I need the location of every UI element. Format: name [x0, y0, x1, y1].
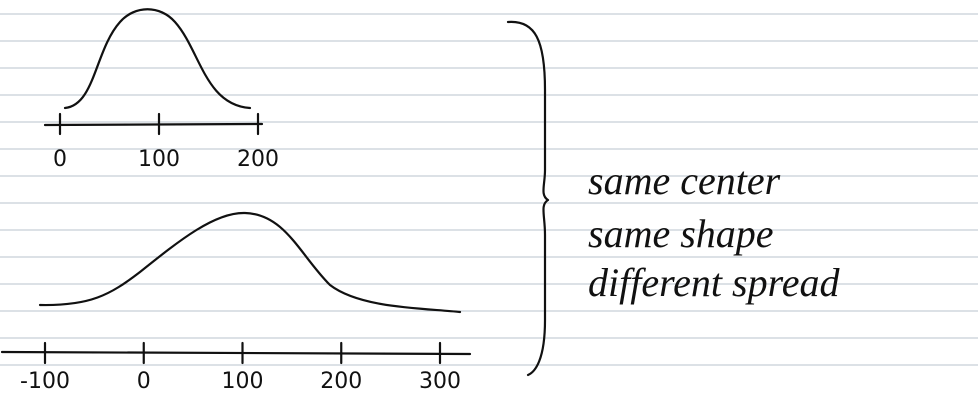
notebook-page: 0 100 200 -100 0 100 200 300 same center same sha…: [0, 0, 978, 395]
tick-label: 0: [137, 369, 151, 394]
tick-label: 100: [222, 369, 264, 394]
labels: 0 100 200 -100 0 100 200 300 same center same sha…: [20, 114, 840, 394]
axis-2: [2, 352, 470, 354]
narrow-curve: [65, 9, 250, 108]
brace: [508, 22, 548, 375]
page: 0 100 200 -100 0 100 200 300 same center same sha…: [0, 0, 978, 395]
note: same center: [588, 158, 781, 203]
tick-label: 300: [419, 369, 461, 394]
tick-label: 100: [138, 147, 180, 172]
tick-label: 0: [53, 147, 67, 172]
ruled-lines: [0, 14, 978, 365]
note: different spread: [588, 260, 840, 305]
tick-label: 200: [320, 369, 362, 394]
note: same shape: [588, 211, 774, 256]
tick-label: -100: [20, 369, 70, 394]
wide-curve: [40, 213, 460, 312]
axis-1: [45, 124, 262, 125]
tick-label: 200: [237, 147, 279, 172]
